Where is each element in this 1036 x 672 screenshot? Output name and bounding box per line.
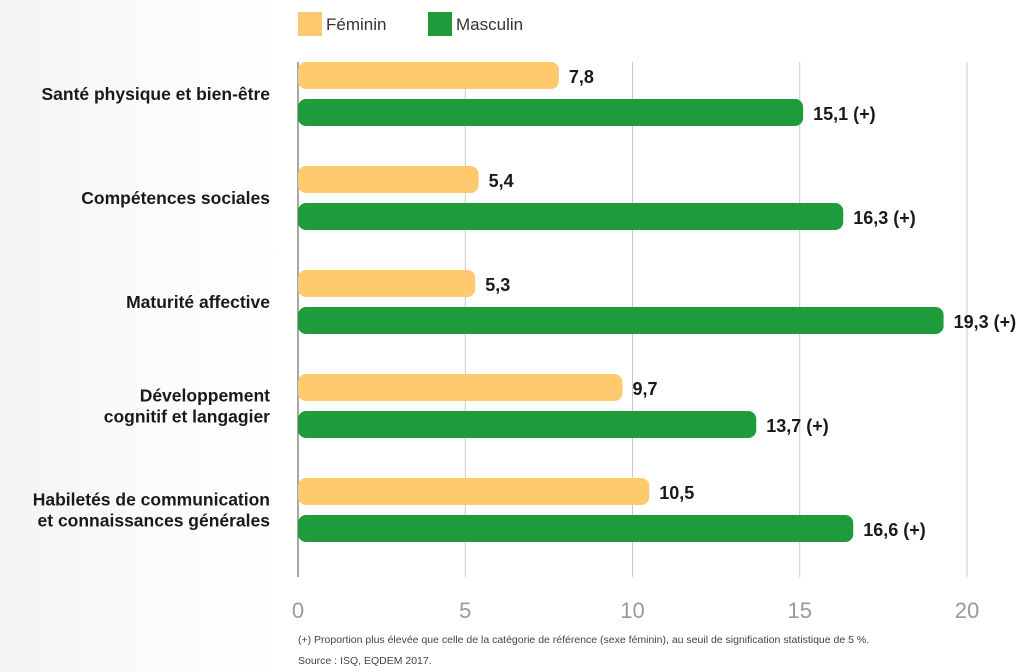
bar-1-3 [298,411,757,438]
value-label-1-1: 16,3 (+) [853,208,916,228]
value-label-1-0: 15,1 (+) [813,104,876,124]
category-label-3-0: Développement [140,386,270,406]
legend-label-1: Masculin [456,15,523,34]
category-label-2-0: Maturité affective [126,292,270,312]
category-label-3-1: cognitif et langagier [104,407,270,427]
bar-1-4 [298,515,854,542]
value-label-1-2: 19,3 (+) [954,312,1017,332]
bar-1-0 [298,99,804,126]
value-label-0-3: 9,7 [632,379,657,399]
category-label-1-0: Compétences sociales [81,188,270,208]
value-label-0-0: 7,8 [569,67,594,87]
tick-label-0: 0 [292,598,304,623]
legend-swatch-0 [298,12,322,36]
bar-0-2 [298,270,476,297]
value-label-1-3: 13,7 (+) [766,416,829,436]
tick-label-20: 20 [955,598,979,623]
bar-0-4 [298,478,650,505]
legend-swatch-1 [428,12,452,36]
value-label-1-4: 16,6 (+) [863,520,926,540]
bar-1-1 [298,203,844,230]
value-label-0-1: 5,4 [489,171,514,191]
value-label-0-2: 5,3 [485,275,510,295]
tick-label-5: 5 [459,598,471,623]
bar-0-0 [298,62,559,89]
bar-0-3 [298,374,623,401]
legend-label-0: Féminin [326,15,386,34]
tick-label-10: 10 [620,598,644,623]
footnote: (+) Proportion plus élevée que celle de … [298,634,870,646]
legend: Féminin Masculin [298,12,523,36]
bar-0-1 [298,166,479,193]
bar-1-2 [298,307,944,334]
category-label-4-0: Habiletés de communication [33,490,270,510]
bars: 7,8 15,1 (+) 5,4 16,3 (+) 5,3 19,3 (+) 9,7 13,7… [298,62,1016,542]
category-labels: Santé physique et bien-être Compétences s… [33,84,271,531]
value-label-0-4: 10,5 [659,483,694,503]
category-label-4-1: et connaissances générales [38,511,271,531]
x-axis-ticks: 0 5 10 15 20 [292,598,979,623]
tick-label-15: 15 [788,598,812,623]
category-label-0-0: Santé physique et bien-être [41,84,270,104]
source-note: Source : ISQ, EQDEM 2017. [298,655,432,667]
chart: Féminin Masculin 7,8 15,1 (+) 5,4 16,3 (+) 5,… [33,12,1016,623]
